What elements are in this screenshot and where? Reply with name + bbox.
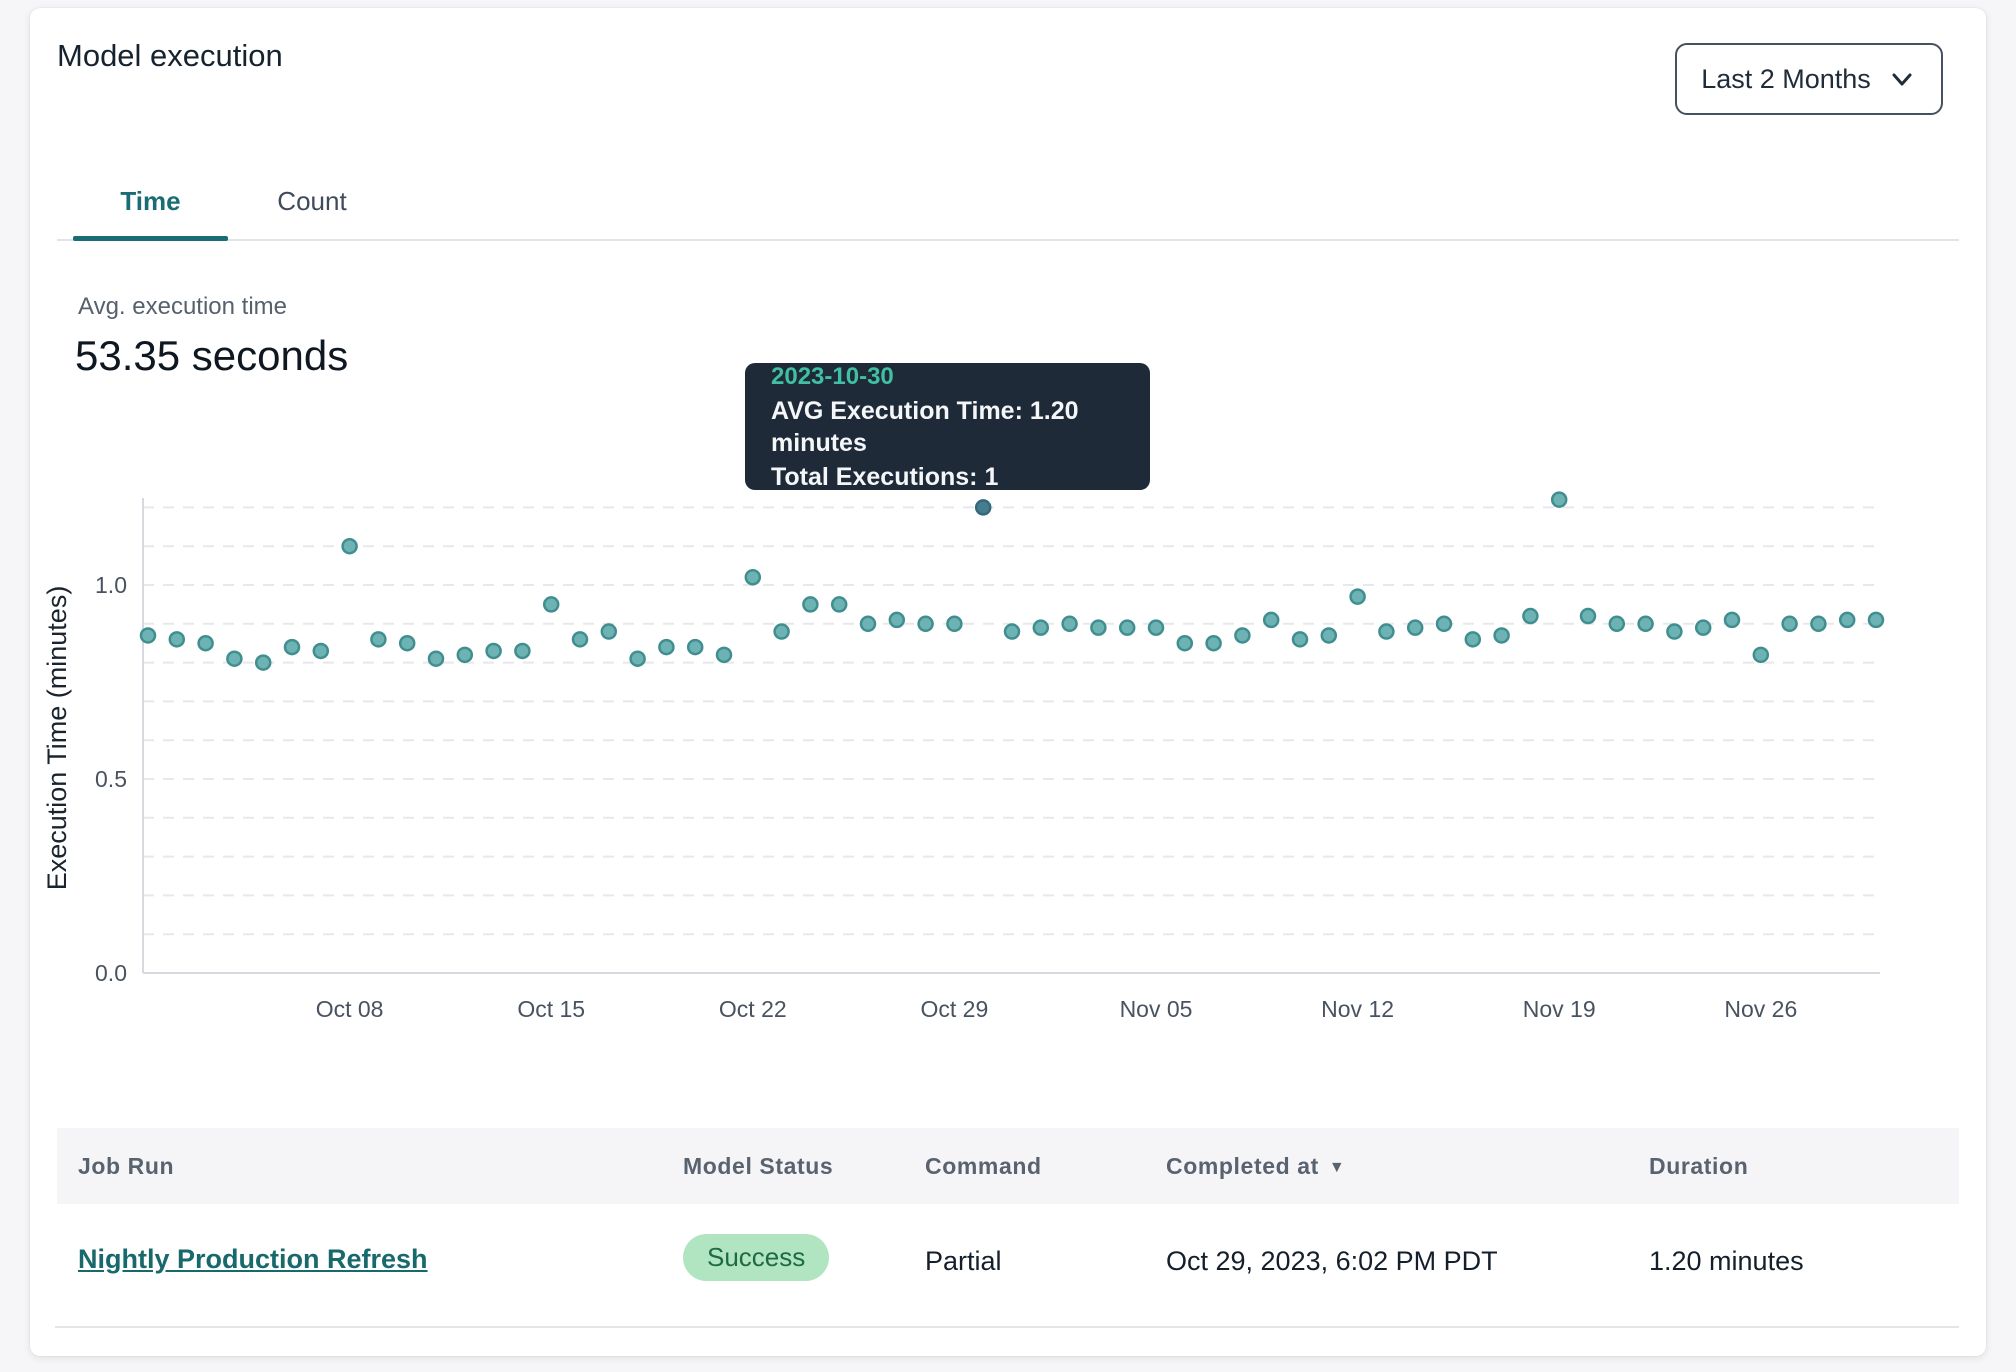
svg-text:Nov 26: Nov 26 [1724, 996, 1797, 1022]
command-cell: Partial [925, 1246, 1002, 1276]
svg-text:Oct 22: Oct 22 [719, 996, 787, 1022]
chevron-down-icon [1887, 64, 1917, 94]
job-run-link[interactable]: Nightly Production Refresh [78, 1244, 428, 1274]
svg-text:Oct 29: Oct 29 [921, 996, 989, 1022]
page-title: Model execution [57, 38, 283, 73]
completed-at-cell: Oct 29, 2023, 6:02 PM PDT [1166, 1246, 1498, 1276]
tab-count[interactable]: Count [277, 185, 347, 216]
tooltip-date: 2023-10-30 [771, 362, 894, 390]
table-row: Nightly Production Refresh Success Parti… [57, 1204, 1959, 1326]
tab-time[interactable]: Time [120, 185, 181, 216]
svg-text:Oct 15: Oct 15 [517, 996, 585, 1022]
duration-cell: 1.20 minutes [1649, 1246, 1804, 1276]
svg-text:Oct 08: Oct 08 [316, 996, 384, 1022]
active-tab-underline [73, 236, 228, 241]
column-header-job-run: Job Run [78, 1152, 175, 1179]
svg-text:Execution Time (minutes): Execution Time (minutes) [42, 586, 72, 891]
svg-text:Nov 05: Nov 05 [1120, 996, 1193, 1022]
column-header-duration: Duration [1649, 1152, 1749, 1179]
execution-time-chart[interactable]: 0.0 0.5 1.0 Oct 08 Oct 15 Oct 22 Oct 29 Nov 05 N… [40, 470, 1950, 1060]
column-header-command: Command [925, 1152, 1042, 1179]
svg-text:0.0: 0.0 [95, 960, 127, 986]
date-range-dropdown[interactable]: Last 2 Months [1675, 43, 1943, 115]
date-range-value: Last 2 Months [1701, 63, 1871, 94]
metric-value: 53.35 seconds [75, 332, 349, 379]
column-header-model-status: Model Status [683, 1152, 834, 1179]
row-divider [55, 1326, 1959, 1328]
chart-tooltip: 2023-10-30 AVG Execution Time: 1.20 minu… [745, 362, 1150, 491]
sort-desc-icon: ▼ [1328, 1158, 1346, 1176]
execution-time-chart-area: 0.0 0.5 1.0 Oct 08 Oct 15 Oct 22 Oct 29 Nov 05 N… [40, 470, 1950, 1060]
tooltip-total-executions: Total Executions: 1 [771, 462, 999, 491]
jobs-table-header: Job Run Model Status Command Completed a… [57, 1128, 1959, 1204]
svg-text:0.5: 0.5 [95, 766, 127, 792]
svg-text:1.0: 1.0 [95, 572, 127, 598]
tooltip-avg-execution: AVG Execution Time: 1.20 minutes [771, 396, 1079, 457]
tabs-divider [57, 239, 1959, 241]
metric-label: Avg. execution time [78, 293, 288, 320]
job-run-cell: Nightly Production Refresh [78, 1244, 428, 1275]
svg-text:Nov 19: Nov 19 [1523, 996, 1596, 1022]
model-status-cell: Success [683, 1234, 830, 1281]
status-badge: Success [683, 1234, 830, 1281]
column-header-completed-at[interactable]: Completed at ▼ [1166, 1152, 1346, 1179]
svg-text:Nov 12: Nov 12 [1321, 996, 1394, 1022]
